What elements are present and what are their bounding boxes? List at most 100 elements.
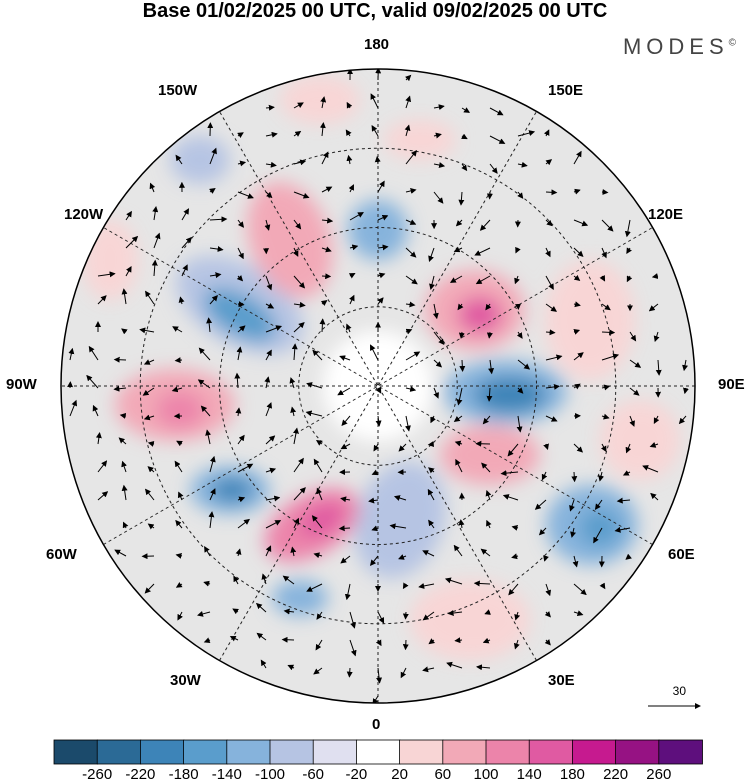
wind-vector [543,555,549,562]
wind-vector [235,548,242,557]
wind-vector [197,379,211,389]
wind-vector [474,247,491,256]
wind-vector [482,415,491,425]
wind-vector [209,216,228,223]
wind-vector [517,161,528,168]
colorbar-tick-label: -60 [302,766,325,783]
wind-vector [545,303,558,312]
wind-vector [629,415,635,427]
wind-vector [86,374,99,389]
wind-vector [349,212,364,221]
wind-vector [237,247,244,260]
wind-vector [125,235,139,249]
colorbar-swatch [572,739,617,765]
wind-vector [655,359,662,376]
wind-vector [488,359,495,375]
wind-vector [315,439,323,446]
wind-vector [209,188,216,194]
wind-vector [427,488,435,501]
wind-vector [473,580,491,587]
meridian-line [219,111,537,661]
colorbar-tick-label: -20 [345,766,368,783]
wind-vector [500,470,519,477]
wind-vector [377,244,389,251]
wind-vector [349,639,357,657]
wind-vector [181,236,192,249]
wind-vector [476,664,491,671]
colorbar-swatch [183,739,228,765]
wind-vector [261,573,268,585]
wind-vector [177,491,184,501]
wind-vector [511,524,519,531]
wind-vector [507,443,519,457]
wind-vector [418,582,435,589]
wind-vector [682,359,688,372]
wind-vector [316,487,323,501]
wind-vector [349,294,355,305]
wind-vector [377,272,386,279]
wind-vector [282,575,295,585]
wind-vector [377,611,385,624]
wind-vector [149,182,156,193]
wind-vector [375,639,382,647]
wind-vector [340,443,351,450]
wind-vector [265,435,276,445]
wind-vector [290,406,297,417]
wind-vector [313,667,323,675]
wind-vector [236,274,244,282]
wind-vector [122,521,129,529]
wind-vector [433,387,439,399]
wind-vector [455,219,463,227]
wind-vector [486,519,492,529]
wind-vector [346,101,353,109]
wind-vector [405,275,418,285]
wind-vector [428,467,435,474]
wind-vector [545,189,558,196]
wind-vector [405,247,417,258]
wind-vector [283,608,295,615]
wind-vector [114,549,127,557]
wind-vector [119,412,127,419]
wind-vector [346,667,353,678]
wind-vector [402,611,409,620]
wind-vector [405,301,416,308]
wind-vector [479,219,491,231]
colorbar-swatch [226,739,271,765]
wind-vector [88,345,99,361]
wind-vector [569,499,575,512]
wind-vector [265,467,277,474]
wind-vector [237,219,245,228]
wind-vector [293,427,299,445]
wind-vector [265,520,282,529]
wind-vector [517,387,524,394]
wind-vector [234,372,241,389]
wind-vector [293,130,302,137]
colorbar-tick-label: 180 [559,766,585,783]
colorbar-tick-label: 220 [603,766,629,783]
wind-vector [484,609,491,615]
wind-vector [145,290,155,305]
wind-vector [422,611,435,621]
wind-vector [341,415,351,427]
label-120w: 120W [64,206,104,223]
wind-vector [174,357,183,364]
wind-vector [489,163,498,174]
colorbar-tick-label: -180 [168,766,199,783]
wind-vector [316,611,323,620]
wind-vector [433,191,444,204]
wind-vector [69,399,78,417]
wind-vector [293,301,306,308]
wind-vector [237,160,247,167]
wind-vector [393,495,407,501]
wind-vector [237,132,244,139]
colorbar [53,739,703,765]
wind-vector [622,470,631,476]
wind-vector [461,163,468,172]
wind-vector [516,415,523,433]
wind-vector [368,497,379,504]
wind-vector [480,548,491,557]
wind-vector [624,219,631,238]
wind-vector [237,301,245,308]
wind-vector [97,491,109,501]
wind-vector [601,413,610,420]
